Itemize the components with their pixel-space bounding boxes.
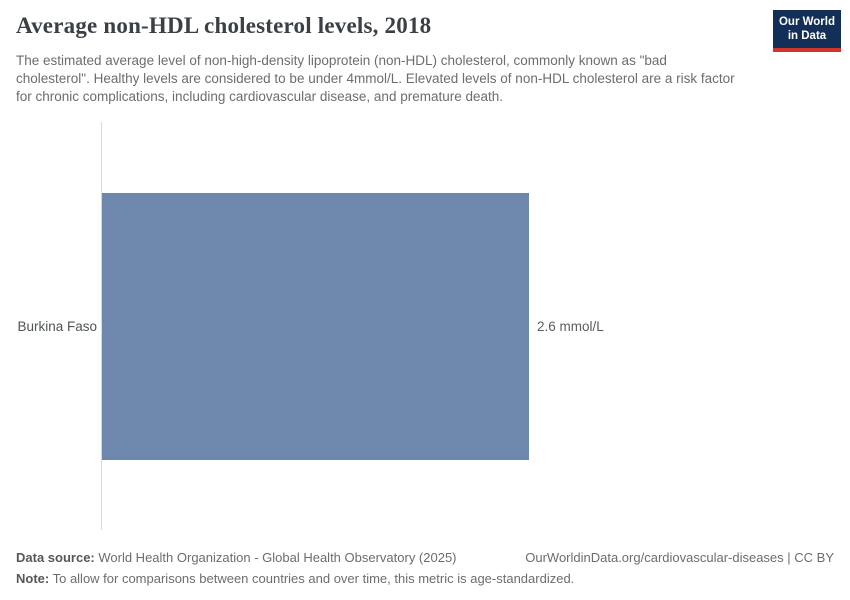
footer-line-source: Data source: World Health Organization -…: [16, 547, 834, 568]
data-source-text: Data source: World Health Organization -…: [16, 550, 457, 565]
owid-logo-line2: in Data: [787, 30, 827, 42]
bar-row: 2.6 mmol/L: [102, 193, 604, 460]
y-axis-line: [101, 122, 102, 530]
note-label: Note:: [16, 571, 50, 586]
chart-footer: Data source: World Health Organization -…: [16, 547, 834, 589]
owid-url-text: OurWorldinData.org/cardiovascular-diseas…: [525, 550, 834, 565]
value-label: 2.6 mmol/L: [537, 319, 604, 334]
data-source-label: Data source:: [16, 550, 95, 565]
bar: [102, 193, 529, 460]
chart-subtitle: The estimated average level of non-high-…: [16, 53, 735, 104]
entity-label: Burkina Faso: [17, 319, 97, 334]
footer-line-note: Note: To allow for comparisons between c…: [16, 571, 575, 586]
owid-logo-line1: Our World: [778, 16, 835, 28]
owid-logo: Our World in Data: [773, 10, 841, 52]
entity-label-row: Burkina Faso: [0, 193, 97, 460]
page-title: Average non-HDL cholesterol levels, 2018: [16, 13, 432, 38]
